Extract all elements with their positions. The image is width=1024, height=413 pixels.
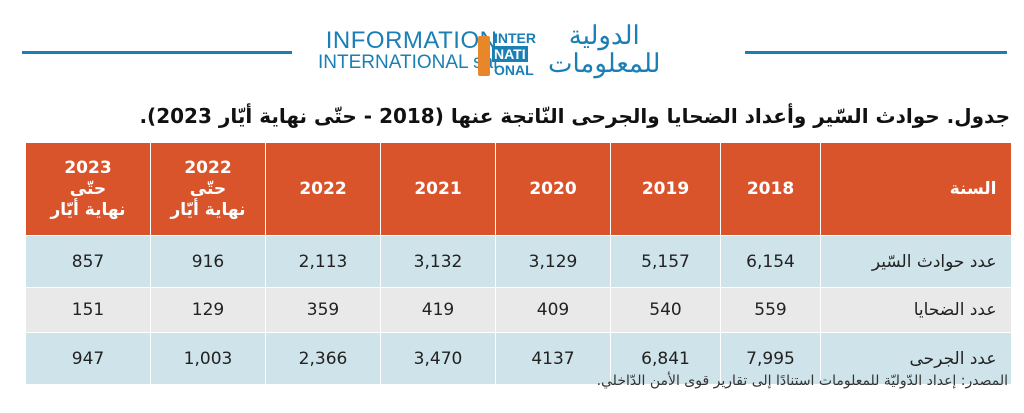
header-row: السنة 2018 2019 2020 2021 2022 2022 حتّى نهاية أ…	[25, 143, 1011, 236]
column-header: 2022 حتّى نهاية أيّار	[150, 143, 266, 236]
header-line: السنة	[949, 178, 997, 199]
logo-i	[478, 36, 490, 76]
cell: 3,470	[380, 332, 496, 384]
cell: 6,154	[720, 235, 821, 288]
table-row: عدد الجرحى 7,995 6,841 4137 3,470 2,366 1,003 9…	[25, 332, 1011, 384]
cell: 419	[380, 287, 496, 333]
logo-line: للمعلومات	[548, 49, 661, 79]
logo-mark-line: ONAL	[494, 62, 534, 78]
data-table: السنة 2018 2019 2020 2021 2022 2022 حتّى نهاية أ…	[25, 143, 1011, 384]
column-header: 2018	[720, 143, 821, 236]
column-header: 2022	[265, 143, 381, 236]
logo-mark-line: NATI	[492, 46, 528, 62]
header-line: 2020	[529, 178, 577, 199]
cell: 540	[610, 287, 721, 333]
header-line: 2022	[184, 157, 232, 178]
table-title: جدول. حوادث السّير وأعداد الضحايا والجرح…	[139, 104, 1010, 128]
row-label: عدد الجرحى	[820, 332, 1011, 384]
logo-mark: INTER NATI ONAL	[478, 28, 540, 80]
cell: 2,113	[265, 235, 381, 288]
cell: 857	[25, 235, 151, 288]
header-rule	[22, 51, 292, 54]
header-line: نهاية أيّار	[50, 199, 126, 220]
header-line: حتّى	[189, 178, 227, 199]
cell: 6,841	[610, 332, 721, 384]
cell: 916	[150, 235, 266, 288]
source-note: المصدر: إعداد الدّوليّة للمعلومات استناد…	[596, 373, 1008, 389]
cell: 129	[150, 287, 266, 333]
header-line: 2021	[414, 178, 462, 199]
logo-line: INFORMATION	[325, 27, 498, 54]
cell: 359	[265, 287, 381, 333]
header-line: 2019	[641, 178, 690, 199]
cell: 947	[25, 332, 151, 384]
cell: 2,366	[265, 332, 381, 384]
row-label: عدد حوادث السّير	[820, 235, 1011, 288]
row-label: عدد الضحايا	[820, 287, 1011, 333]
header-line: نهاية أيّار	[170, 199, 246, 220]
cell: 151	[25, 287, 151, 333]
column-header: السنة	[820, 143, 1011, 236]
logo-line: INTERNATIONAL sal	[318, 52, 498, 73]
header-line: 2022	[299, 178, 347, 199]
cell: 409	[495, 287, 611, 333]
header-line: 2023	[64, 157, 112, 178]
column-header: 2020	[495, 143, 611, 236]
cell: 559	[720, 287, 821, 333]
header-rule	[745, 51, 1007, 54]
table-row: عدد الضحايا 559 540 409 419 359 129 151	[25, 287, 1011, 333]
cell: 1,003	[150, 332, 266, 384]
logo-mark-line: INTER	[494, 30, 536, 46]
logo-arabic: الدولية للمعلومات	[548, 22, 660, 78]
logo-line: الدولية	[568, 21, 640, 51]
cell: 4137	[495, 332, 611, 384]
cell: 7,995	[720, 332, 821, 384]
cell: 3,132	[380, 235, 496, 288]
cell: 3,129	[495, 235, 611, 288]
header-line: 2018	[746, 178, 795, 199]
header-line: حتّى	[69, 178, 107, 199]
column-header: 2019	[610, 143, 721, 236]
column-header: 2023 حتّى نهاية أيّار	[25, 143, 151, 236]
logo-text: INFORMATION INTERNATIONAL sal	[318, 27, 498, 74]
table-row: عدد حوادث السّير 6,154 5,157 3,129 3,132 2,11…	[25, 235, 1011, 288]
cell: 5,157	[610, 235, 721, 288]
column-header: 2021	[380, 143, 496, 236]
